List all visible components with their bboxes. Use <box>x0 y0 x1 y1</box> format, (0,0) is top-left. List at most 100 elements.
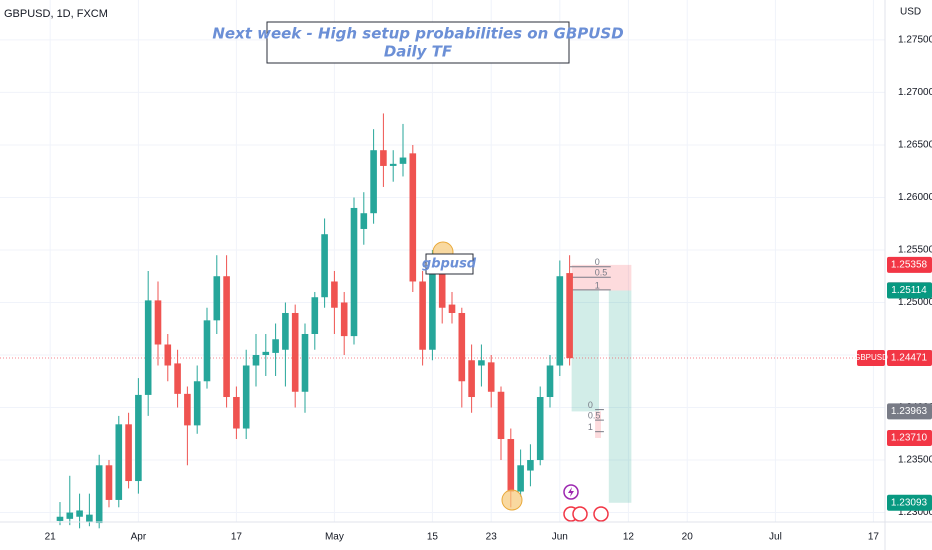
x-tick-label: May <box>325 532 344 543</box>
candle-body <box>438 265 446 308</box>
currency-label: USD <box>900 7 921 18</box>
candle-body <box>497 391 505 440</box>
candle-body <box>262 351 270 356</box>
candle-body <box>86 514 93 522</box>
price-badge-label: 1.24471 <box>891 353 928 364</box>
candle-body <box>223 276 230 398</box>
y-tick-label: 1.26500 <box>898 140 932 151</box>
y-tick-label: 1.23500 <box>898 455 932 466</box>
price-badge <box>887 256 932 273</box>
economic-event-icon[interactable] <box>593 506 609 522</box>
chart-subtitle: Daily TF <box>384 43 453 61</box>
x-tick-label: Jun <box>552 532 568 543</box>
candle-body <box>301 333 309 392</box>
candle-body <box>233 397 240 429</box>
candle-body <box>282 312 289 350</box>
economic-event-icon[interactable] <box>572 506 588 522</box>
candle-body <box>193 381 201 426</box>
event-icon-bolt <box>568 487 574 497</box>
y-tick-label: 1.23000 <box>898 507 932 518</box>
price-badge <box>887 403 932 420</box>
price-badge-label: 1.23963 <box>891 406 928 417</box>
candle-body <box>380 150 387 166</box>
target-zone <box>608 290 632 503</box>
price-badge-label: 1.23093 <box>891 497 928 508</box>
y-tick-label: 1.25000 <box>898 297 932 308</box>
price-badge-label: 1.25358 <box>891 260 928 271</box>
candle-body <box>566 273 573 359</box>
candle-body <box>291 312 299 392</box>
x-tick-label: 20 <box>682 532 694 543</box>
x-tick-label: 17 <box>231 532 243 543</box>
candle-body <box>95 465 103 524</box>
candle-body <box>527 460 534 471</box>
fib-level-label: 0.5 <box>588 410 601 420</box>
candle-body <box>507 439 515 492</box>
highlight-circle <box>501 489 523 511</box>
symbol-badge <box>857 350 885 367</box>
target-zone <box>571 290 600 412</box>
candle-body <box>125 424 132 482</box>
candles <box>56 113 573 529</box>
candle-body <box>213 276 221 321</box>
candle-body <box>370 150 377 214</box>
candle-body <box>311 297 319 334</box>
candle-body <box>399 157 407 164</box>
candle-body <box>272 339 279 353</box>
candle-body <box>66 512 74 519</box>
price-badge-label: 1.23710 <box>891 433 928 444</box>
fib-level-label: 1 <box>595 280 600 290</box>
candle-body <box>350 207 358 337</box>
candle-body <box>389 163 397 166</box>
x-tick-label: Jul <box>769 532 782 543</box>
price-badge <box>887 429 932 446</box>
chart-title: Next week - High setup probabilities on … <box>212 25 623 43</box>
candle-body <box>536 397 544 461</box>
fib-level-label: 1 <box>588 422 593 432</box>
candle-body <box>517 465 524 492</box>
x-tick-label: 21 <box>45 532 57 543</box>
candle-body <box>242 365 250 429</box>
candle-body <box>487 362 495 392</box>
candle-body <box>144 300 152 395</box>
candle-body <box>203 320 211 382</box>
y-tick-label: 1.26000 <box>898 192 932 203</box>
overlay: gbpusd Next week - High setup probabilit… <box>4 8 624 522</box>
symbol-label: GBPUSD, 1D, FXCM <box>4 8 108 20</box>
symbol-badge-label: GBPUSD <box>854 353 888 362</box>
candle-body <box>164 344 172 366</box>
candle-body <box>184 393 191 426</box>
candle-body <box>468 360 475 398</box>
y-tick-label: 1.25500 <box>898 245 932 256</box>
price-badge <box>887 494 932 511</box>
price-badge <box>887 350 932 367</box>
y-tick-label: 1.27500 <box>898 35 932 46</box>
candle-body <box>135 394 142 482</box>
candle-body <box>340 302 348 337</box>
fib-level-label: 0 <box>595 257 600 267</box>
candle-body <box>154 300 162 345</box>
axes: 1.230001.235001.240001.245001.250001.255… <box>45 35 932 543</box>
candle-body <box>478 360 485 366</box>
candle-body <box>546 365 554 398</box>
candle-body <box>115 424 123 500</box>
fib-level-label: 0.5 <box>595 268 608 278</box>
candle-body <box>321 234 328 298</box>
candle-body <box>331 281 338 308</box>
candle-body <box>448 304 456 313</box>
candle-body <box>458 312 466 382</box>
annotation-text: gbpusd <box>422 257 477 272</box>
candle-body <box>76 510 83 517</box>
title-box <box>266 21 570 64</box>
x-tick-label: 17 <box>868 532 880 543</box>
y-tick-label: 1.27000 <box>898 87 932 98</box>
candle-body <box>429 265 436 350</box>
candle-body <box>56 516 64 521</box>
candle-body <box>252 355 260 366</box>
candle-body <box>409 153 417 282</box>
candle-body <box>419 281 426 350</box>
x-tick-label: 15 <box>427 532 439 543</box>
stop-zone <box>595 411 601 438</box>
